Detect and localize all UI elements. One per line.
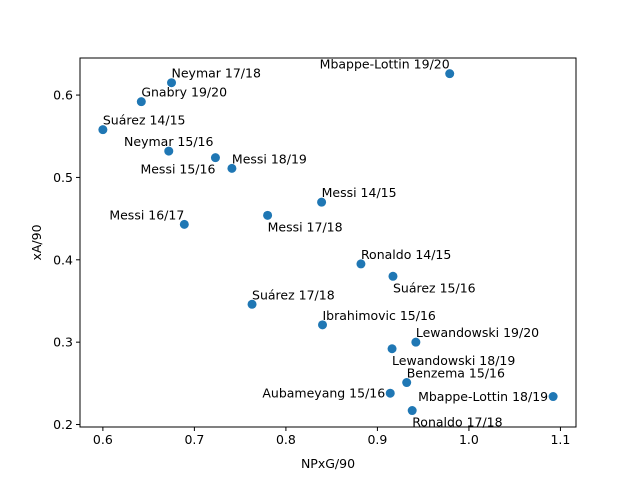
point-label: Mbappe-Lottin 19/20 <box>320 57 450 72</box>
y-tick-label: 0.2 <box>53 417 73 432</box>
data-point <box>247 299 257 309</box>
data-point <box>263 210 273 220</box>
point-label: Aubameyang 15/16 <box>262 386 385 401</box>
data-point <box>164 146 174 156</box>
data-point <box>318 320 328 330</box>
data-point <box>445 69 455 79</box>
point-label: Suárez 17/18 <box>252 287 335 302</box>
point-label: Messi 14/15 <box>322 185 397 200</box>
point-label: Ronaldo 14/15 <box>361 247 451 262</box>
y-tick-label: 0.5 <box>53 170 73 185</box>
data-point <box>167 78 177 88</box>
point-label: Lewandowski 18/19 <box>392 353 515 368</box>
y-tick-label: 0.3 <box>53 335 73 350</box>
point-label: Messi 16/17 <box>109 207 184 222</box>
data-point <box>385 388 395 398</box>
point-label: Messi 18/19 <box>232 151 307 166</box>
data-point <box>407 406 417 416</box>
point-labels-layer: Neymar 17/18 Gnabry 19/20 Suárez 14/15 Neym… <box>103 57 548 430</box>
point-label: Messi 15/16 <box>140 162 215 177</box>
point-label: Messi 17/18 <box>268 219 343 234</box>
data-point <box>548 392 558 402</box>
point-label: Mbappe-Lottin 18/19 <box>418 389 548 404</box>
x-axis-ticks: 0.6 0.7 0.8 0.9 1.0 1.1 <box>93 427 570 447</box>
data-point <box>402 378 412 388</box>
data-point <box>411 337 421 347</box>
x-tick-label: 0.6 <box>93 432 113 447</box>
point-label: Ronaldo 17/18 <box>412 415 502 430</box>
x-tick-label: 1.0 <box>459 432 479 447</box>
x-tick-label: 0.7 <box>184 432 204 447</box>
data-point <box>317 197 327 207</box>
y-axis-ticks: 0.2 0.3 0.4 0.5 0.6 <box>53 88 80 432</box>
plot-frame <box>79 57 577 428</box>
data-point <box>356 259 366 269</box>
point-label: Ibrahimovic 15/16 <box>323 308 436 323</box>
point-label: Neymar 15/16 <box>124 134 213 149</box>
x-tick-label: 1.1 <box>550 432 570 447</box>
point-label: Lewandowski 19/20 <box>416 325 539 340</box>
point-label: Gnabry 19/20 <box>141 85 227 100</box>
data-point <box>179 219 189 229</box>
y-axis-label: xA/90 <box>29 224 44 260</box>
point-label: Neymar 17/18 <box>172 66 261 81</box>
x-axis-label: NPxG/90 <box>301 456 355 471</box>
x-tick-label: 0.8 <box>276 432 296 447</box>
data-point <box>388 271 398 281</box>
data-point <box>136 97 146 107</box>
x-tick-label: 0.9 <box>367 432 387 447</box>
point-label: Benzema 15/16 <box>407 366 505 381</box>
point-label: Suárez 15/16 <box>393 280 476 295</box>
data-point <box>98 125 108 135</box>
point-label: Suárez 14/15 <box>103 113 186 128</box>
y-tick-label: 0.4 <box>53 252 73 267</box>
data-point <box>210 153 220 163</box>
points-layer <box>98 69 558 416</box>
data-point <box>227 163 237 173</box>
data-point <box>387 344 397 354</box>
y-tick-label: 0.6 <box>53 88 73 103</box>
